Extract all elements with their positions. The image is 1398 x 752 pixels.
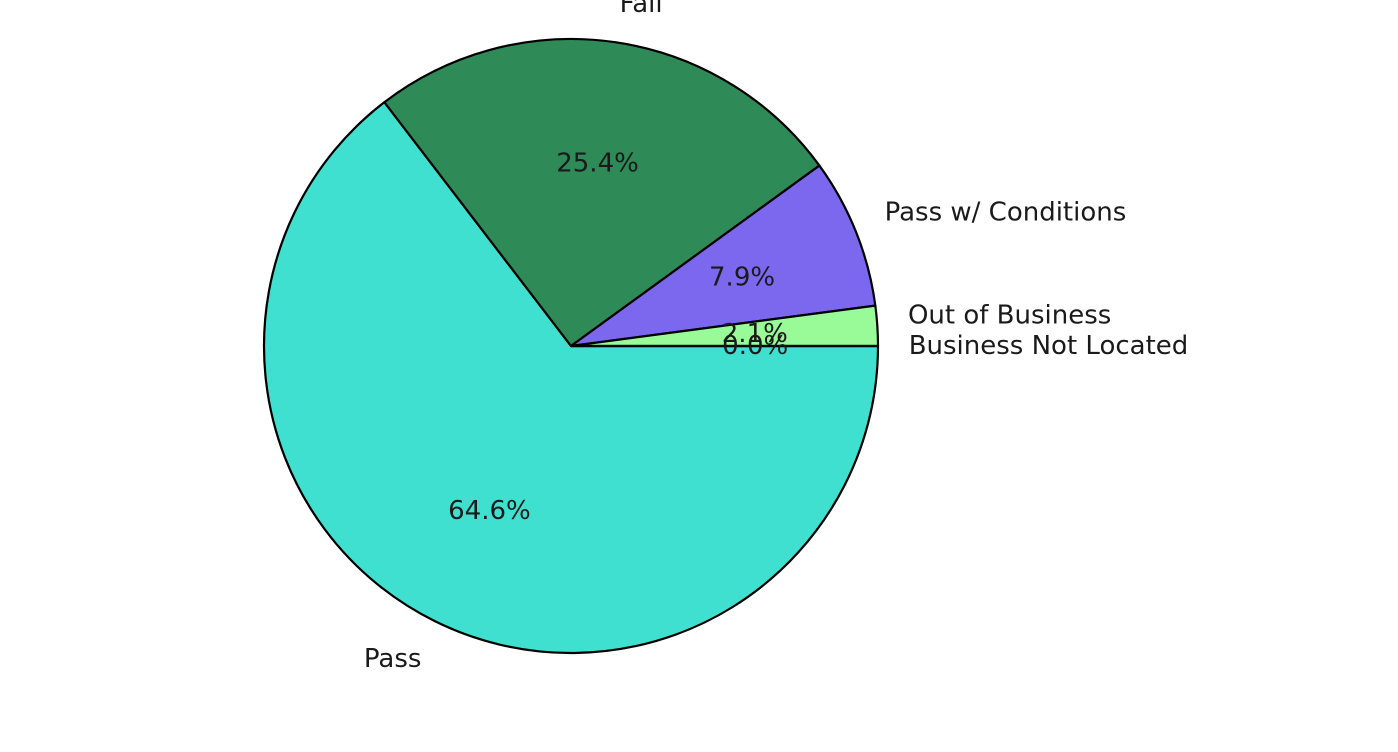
pie-wedges [262,37,880,655]
pie-slice-pass-w-conditions [569,164,877,348]
pie-percent-label-fail: 25.4% [556,149,639,179]
pie-slice-fail [383,37,821,348]
pie-label-pass: Pass [364,644,422,674]
pie-percent-label-pass: 64.6% [448,496,531,526]
pie-label-business-not-located: Business Not Located [909,331,1189,361]
pie-percent-label-business-not-located: 0.0% [722,331,788,361]
pie-percent-label-pass-w-conditions: 7.9% [709,263,775,293]
pie-slice-pass [262,101,880,655]
pie-label-out-of-business: Out of Business [908,301,1111,331]
pie-label-fail: Fail [620,0,663,19]
pie-percent-labels: 64.6% 25.4% 7.9% 2.1%0.0% [448,149,788,526]
pie-slice-labels: Pass Fail Pass w/ Conditions Out of Busines… [364,0,1188,674]
pie-label-pass-w-conditions: Pass w/ Conditions [885,198,1127,228]
pie-percent-label-out-of-business: 2.1% [722,319,788,349]
